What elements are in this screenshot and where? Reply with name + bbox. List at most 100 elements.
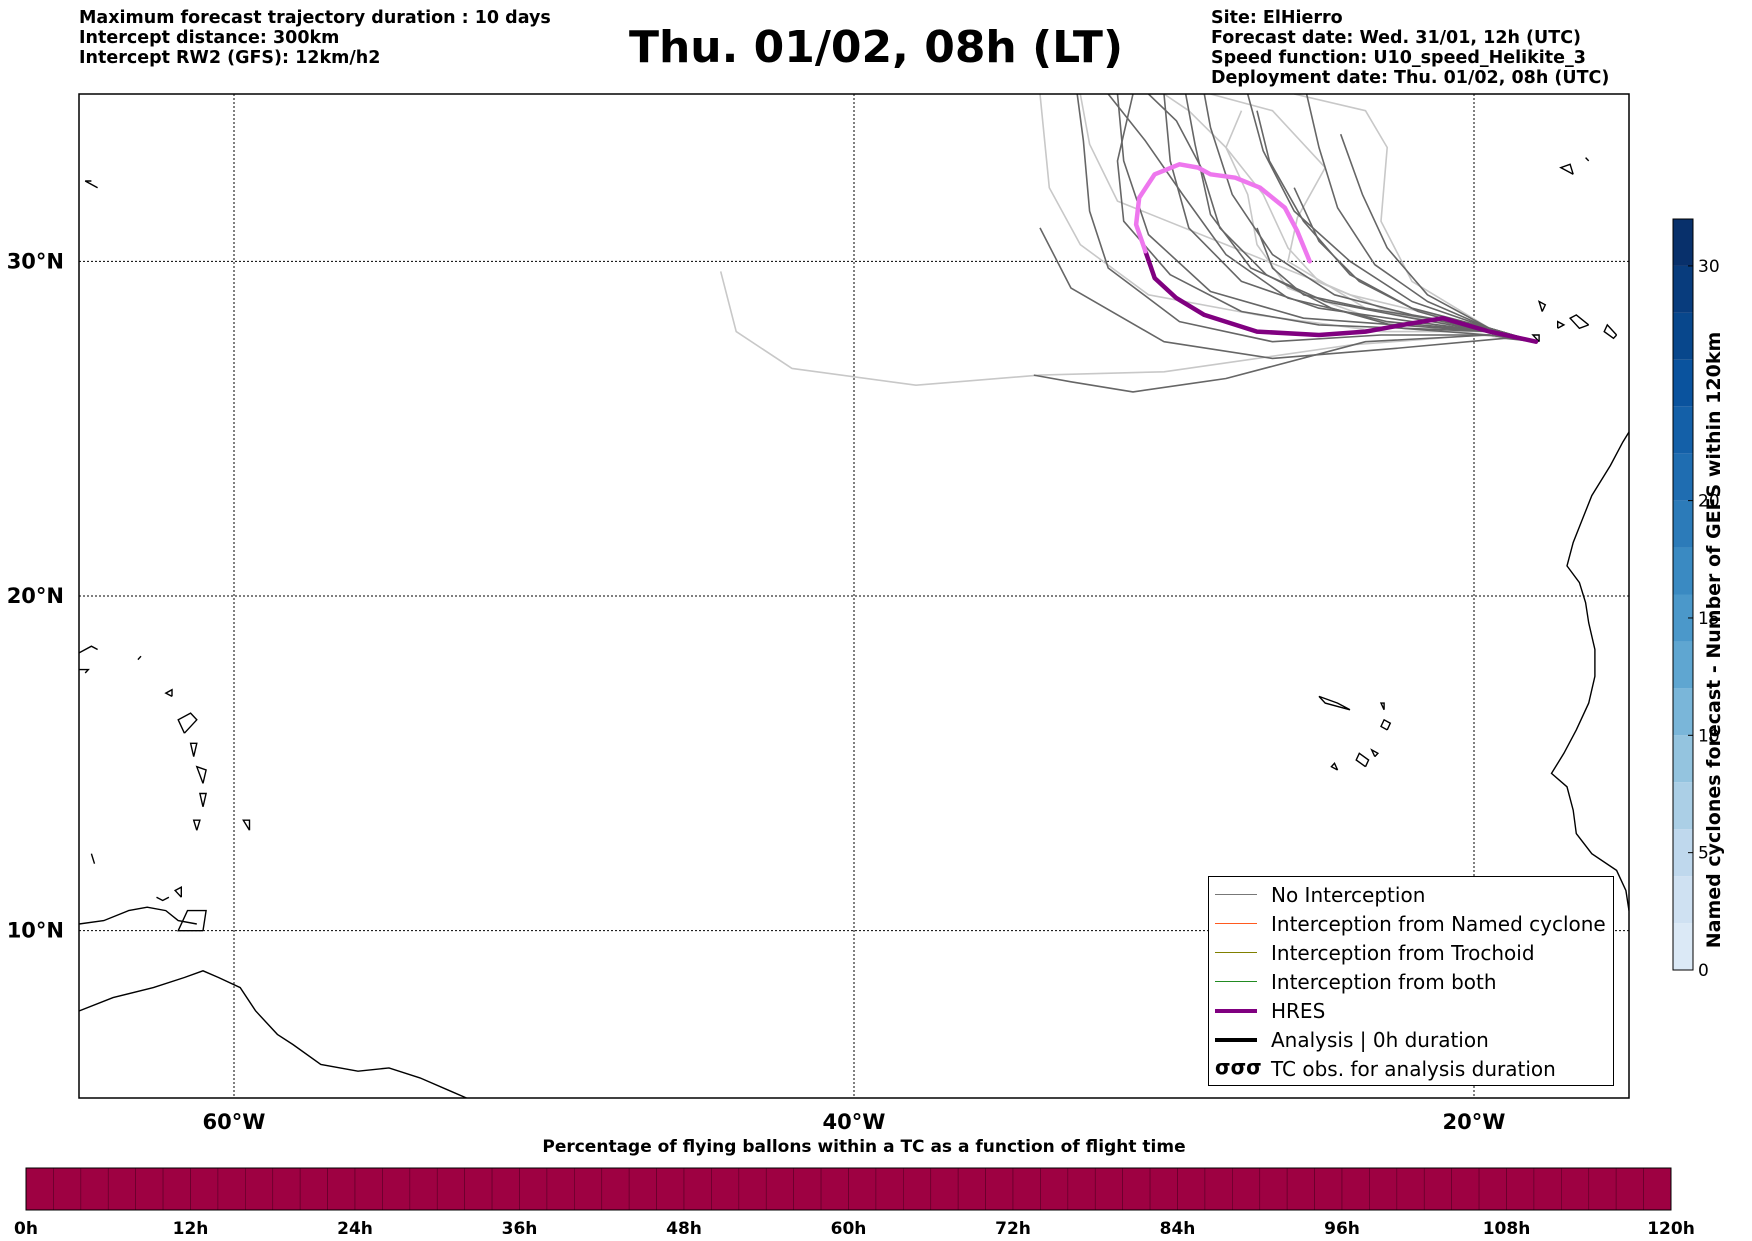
colorbar-segment [1673, 500, 1693, 548]
flight-time-cell [1232, 1167, 1261, 1211]
flight-time-cell [1259, 1167, 1288, 1211]
colorbar-segment [1673, 782, 1693, 830]
coastline-path [177, 909, 207, 932]
flight-time-cell [930, 1167, 959, 1211]
colorbar-tick-label: 20 [1698, 492, 1720, 512]
flight-time-cell [601, 1167, 630, 1211]
flight-time-cell [190, 1167, 219, 1211]
flight-time-cell [765, 1167, 794, 1211]
flight-time-tick-label: 48h [666, 1219, 702, 1239]
intercept-distance-text: Intercept distance: 300km [79, 28, 340, 48]
legend-item-both: Interception from both [1209, 968, 1613, 996]
colorbar-label: Named cyclones forecast - Number of GEFS… [1703, 331, 1725, 949]
coastline-path [164, 688, 173, 698]
coastline-path [1380, 718, 1392, 731]
flight-time-tick-label: 120h [1647, 1219, 1695, 1239]
coastline-path [242, 819, 251, 831]
flight-time-cell [628, 1167, 657, 1211]
colorbar-segment [1673, 312, 1693, 360]
ensemble-trajectory [1246, 94, 1537, 343]
flight-time-cell [272, 1167, 301, 1211]
legend-swatch [1215, 923, 1257, 924]
flight-time-cell [1561, 1167, 1590, 1211]
ensemble-trajectory [1116, 94, 1537, 343]
coastline-path [1559, 163, 1574, 175]
colorbar-tick-label: 15 [1698, 609, 1720, 629]
map-legend: No Interception Interception from Named … [1208, 876, 1614, 1086]
flight-time-cell [1012, 1167, 1041, 1211]
speed-function-text: Speed function: U10_speed_Helikite_3 [1211, 48, 1586, 68]
flight-time-cell [217, 1167, 246, 1211]
flight-time-tick-label: 0h [14, 1219, 38, 1239]
flight-time-tick-label: 84h [1160, 1219, 1196, 1239]
legend-item-no-interception: No Interception [1209, 881, 1613, 909]
legend-label: Interception from Named cyclone [1271, 912, 1606, 936]
coastline-path [1568, 314, 1590, 330]
legend-item-hres: HRES [1209, 997, 1613, 1025]
forecast-date-text: Forecast date: Wed. 31/01, 12h (UTC) [1211, 28, 1582, 48]
flight-time-cell [162, 1167, 191, 1211]
coastline-path [1355, 752, 1370, 768]
legend-label: Interception from both [1271, 970, 1497, 994]
flight-time-cell [1369, 1167, 1398, 1211]
flight-time-bar-title: Percentage of flying ballons within a TC… [542, 1137, 1186, 1157]
flight-time-cell [1506, 1167, 1535, 1211]
flight-time-tick-label: 60h [831, 1219, 867, 1239]
site-parameters: Site: ElHierro Forecast date: Wed. 31/01… [1211, 8, 1609, 88]
ensemble-trajectory [1033, 334, 1537, 393]
tc-symbol-icon: σσσ [1215, 1055, 1262, 1079]
flight-time-cell [1396, 1167, 1425, 1211]
flight-time-cell [80, 1167, 109, 1211]
flight-time-cell [519, 1167, 548, 1211]
colorbar-segment [1673, 453, 1693, 501]
flight-time-bar-frame [25, 1167, 1672, 1211]
map-axis-ticks: 60°W 40°W 20°W 30°N 20°N 10°N [7, 249, 1506, 1134]
flight-time-cell [464, 1167, 493, 1211]
coastline-path [1585, 157, 1590, 162]
colorbar-segment [1673, 876, 1693, 924]
coastline-path [1651, 305, 1667, 325]
flight-time-bar: 0h 12h 24h 36h 48h 60h 72h 84h 96h 108h 120h [14, 1167, 1695, 1239]
coastline-path [137, 655, 142, 661]
forecast-parameters: Maximum forecast trajectory duration : 1… [79, 8, 551, 68]
flight-time-cell [1122, 1167, 1151, 1211]
flight-time-cell [327, 1167, 356, 1211]
coastline-path [1537, 300, 1547, 312]
legend-swatch [1215, 981, 1257, 982]
colorbar-tick-label: 5 [1698, 844, 1709, 864]
ensemble-trajectory [1294, 94, 1537, 343]
flight-time-cell [1478, 1167, 1507, 1211]
coastline-path [90, 853, 96, 864]
colorbar-segment [1673, 641, 1693, 689]
flight-time-cell [135, 1167, 164, 1211]
flight-time-cell [1040, 1167, 1069, 1211]
colorbar-segment [1673, 594, 1693, 642]
legend-swatch [1215, 952, 1257, 953]
colorbar-segment [1673, 829, 1693, 877]
latitude-tick-label: 20°N [7, 584, 64, 608]
flight-time-cell [1286, 1167, 1315, 1211]
legend-swatch [1215, 1038, 1257, 1042]
colorbar-segment [1673, 406, 1693, 454]
coastline-path [192, 819, 201, 831]
legend-swatch [1215, 1009, 1257, 1013]
hres-trajectory [1133, 162, 1312, 264]
legend-item-trochoid: Interception from Trochoid [1209, 939, 1613, 967]
flight-time-cell [1615, 1167, 1644, 1211]
coastline-path [1370, 748, 1380, 758]
flight-time-cell [546, 1167, 575, 1211]
coastline-path [1330, 762, 1339, 771]
flight-time-cell [985, 1167, 1014, 1211]
trajectory-duration-text: Maximum forecast trajectory duration : 1… [79, 8, 551, 28]
flight-time-cell [1067, 1167, 1096, 1211]
coastline-path [79, 970, 467, 1098]
flight-time-tick-label: 36h [502, 1219, 538, 1239]
flight-time-cell [53, 1167, 82, 1211]
intercept-rw2-text: Intercept RW2 (GFS): 12km/h2 [79, 48, 381, 68]
map-frame [78, 93, 1630, 1099]
flight-time-cell [903, 1167, 932, 1211]
flight-time-cell [1423, 1167, 1452, 1211]
legend-label: Interception from Trochoid [1271, 941, 1535, 965]
flight-time-cell [957, 1167, 986, 1211]
